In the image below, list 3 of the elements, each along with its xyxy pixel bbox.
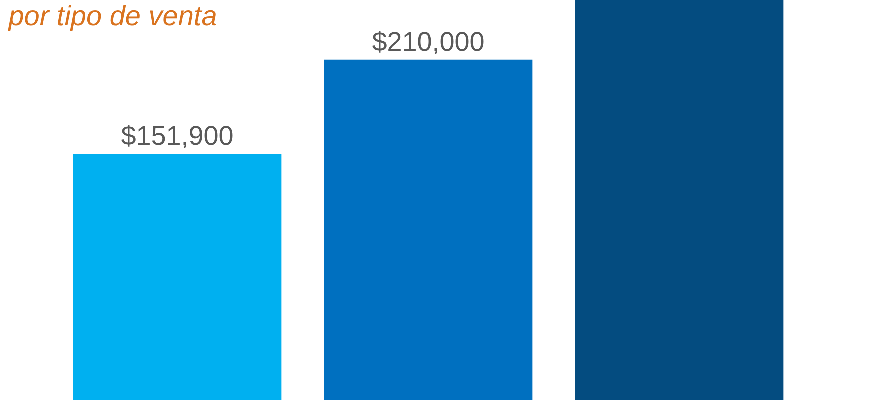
chart-title: por tipo de venta (8, 0, 218, 32)
data-label: $210,000 (372, 26, 485, 57)
data-label: $151,900 (121, 121, 234, 152)
